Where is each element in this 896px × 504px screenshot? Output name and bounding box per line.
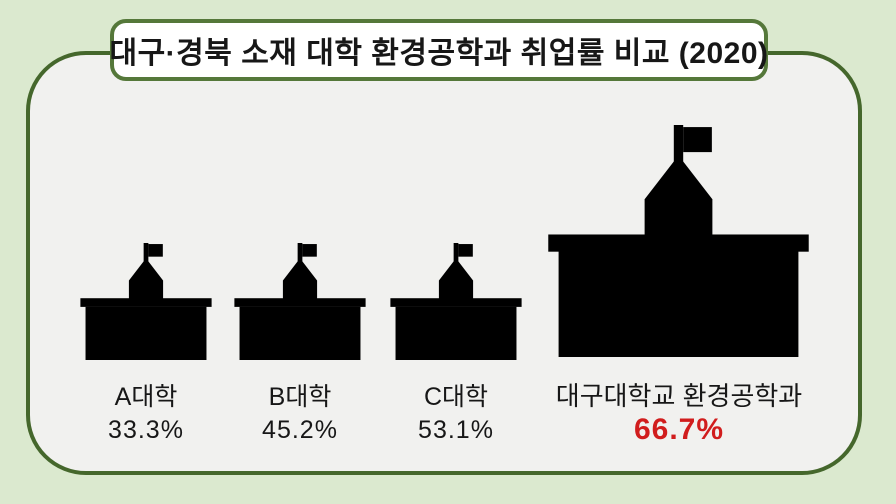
school-building-icon [234, 243, 366, 360]
university-name-label: B대학 [268, 383, 332, 411]
employment-rate-value-highlight: 66.7% [633, 413, 725, 446]
university-name-label: C대학 [423, 383, 489, 411]
chart-panel: A대학 B대학 C대학 대구대학교 환경공학과 33.3% 45.2% 53.1… [26, 51, 862, 475]
page-title: 대구·경북 소재 대학 환경공학과 취업률 비교 (2020) [109, 37, 769, 70]
employment-rate-value: 45.2% [262, 416, 338, 444]
university-name-label: A대학 [114, 383, 178, 411]
school-building-icon [390, 243, 522, 360]
school-building-icon-highlight [548, 125, 809, 357]
university-name-label: 대구대학교 환경공학과 [555, 381, 803, 411]
employment-rate-value: 33.3% [108, 416, 184, 444]
school-building-icon [80, 243, 212, 360]
employment-rate-value: 53.1% [418, 416, 494, 444]
title-banner: 대구·경북 소재 대학 환경공학과 취업률 비교 (2020) [109, 19, 769, 81]
